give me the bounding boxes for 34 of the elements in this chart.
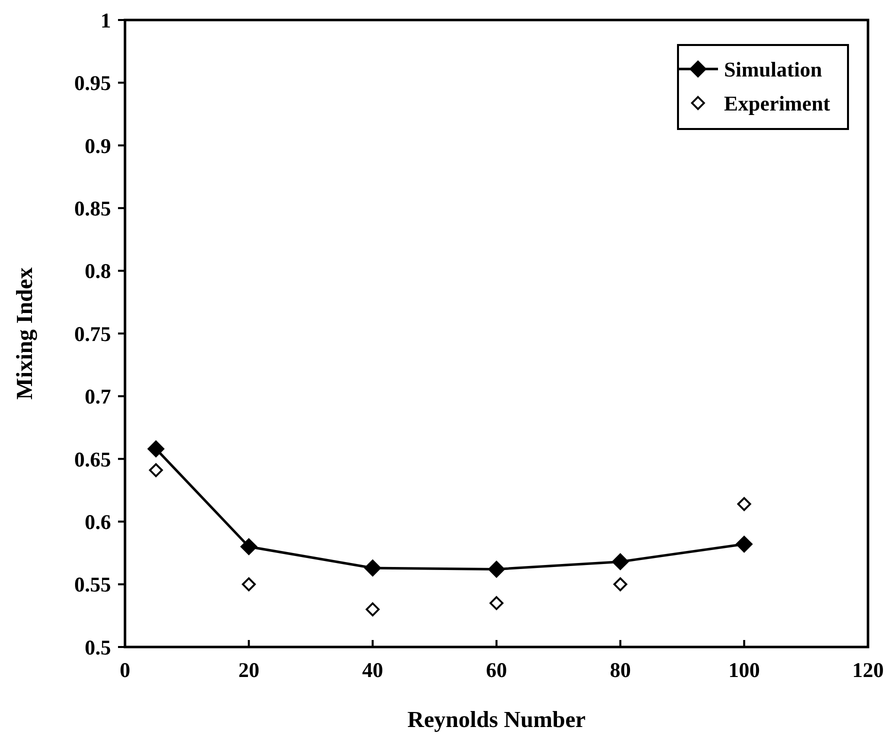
- point: [488, 560, 505, 578]
- y-tick-label: 0.55: [74, 572, 111, 597]
- point: [490, 596, 504, 610]
- x-tick-label: 60: [486, 658, 507, 682]
- point: [364, 560, 382, 576]
- point: [240, 538, 258, 556]
- y-tick-label: 0.7: [84, 384, 111, 409]
- point: [242, 577, 256, 592]
- point: [736, 536, 753, 553]
- y-tick-label: 0.5: [84, 635, 111, 660]
- x-tick-label: 0: [120, 658, 130, 682]
- point: [149, 463, 163, 478]
- point: [612, 553, 629, 570]
- y-tick-label: 0.6: [84, 510, 111, 534]
- y-tick-label: 0.85: [74, 196, 111, 220]
- x-axis-title: Reynolds Number: [407, 707, 586, 732]
- point: [613, 577, 628, 592]
- y-tick-label: 0.95: [74, 71, 111, 96]
- y-tick-label: 0.8: [84, 259, 111, 284]
- x-tick-label: 100: [728, 658, 760, 682]
- legend-label: Simulation: [724, 57, 822, 82]
- point: [147, 440, 164, 458]
- point: [366, 602, 380, 616]
- y-tick-label: 0.65: [74, 447, 111, 472]
- x-tick-label: 20: [238, 658, 260, 682]
- y-tick-label: 0.75: [74, 322, 111, 346]
- y-axis-title: Mixing Index: [12, 266, 38, 400]
- x-tick-label: 80: [610, 658, 631, 682]
- legend-label: Experiment: [724, 91, 830, 116]
- point: [737, 497, 752, 511]
- y-tick-label: 0.9: [84, 134, 111, 158]
- y-tick-label: 1: [100, 8, 111, 32]
- x-tick-label: 120: [852, 658, 884, 682]
- x-tick-label: 40: [362, 658, 384, 682]
